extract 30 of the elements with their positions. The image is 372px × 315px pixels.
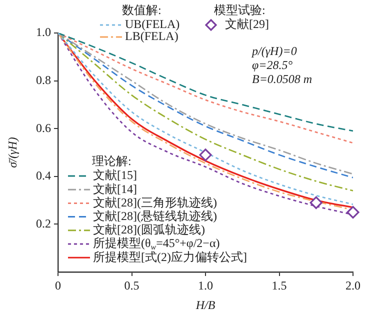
text: 数值解: (122, 3, 162, 18)
point (346, 206, 360, 219)
x-tick-label: 0 (55, 278, 61, 292)
legend-label: 所提模型[式(2)应力偏转公式] (93, 250, 247, 264)
point (199, 148, 212, 162)
legend-label: 文献[28](悬链线轨迹线) (93, 208, 217, 223)
y-tick-label: 0.6 (36, 120, 51, 135)
x-tick-label: 1.5 (272, 278, 287, 292)
legend-label: UB(FELA) (125, 17, 180, 32)
point (310, 196, 322, 209)
annotation: p/(γH)=0 (251, 44, 297, 58)
legend-label: 文献[15] (93, 168, 137, 182)
x-tick-label: 1.0 (198, 278, 213, 292)
legend-label: 文献[14] (93, 182, 137, 196)
x-tick-label: 0.5 (124, 278, 140, 292)
y-tick-label: 0.2 (36, 216, 51, 230)
x-tick-label: 2.0 (346, 278, 360, 292)
legend-label: 文献[28](圆弧轨迹线) (93, 222, 205, 237)
y-tick-label: 0.8 (36, 72, 51, 87)
annotation: 理论解: (92, 154, 132, 168)
annotation: B=0.0508 m (252, 72, 312, 86)
x-axis-title: H/B (194, 298, 216, 312)
legend-label: 文献[29] (225, 17, 269, 32)
legend-label: LB(FELA) (125, 29, 178, 44)
legend-label: 文献[28](三角形轨迹线) (93, 195, 217, 210)
text: 模型试验: (214, 3, 266, 18)
y-tick-label: 0.4 (36, 168, 51, 183)
y-axis-title: σ̄/(γH) (5, 137, 20, 168)
annotation: φ=28.5° (252, 58, 293, 72)
y-tick-label: 1.0 (36, 25, 51, 40)
